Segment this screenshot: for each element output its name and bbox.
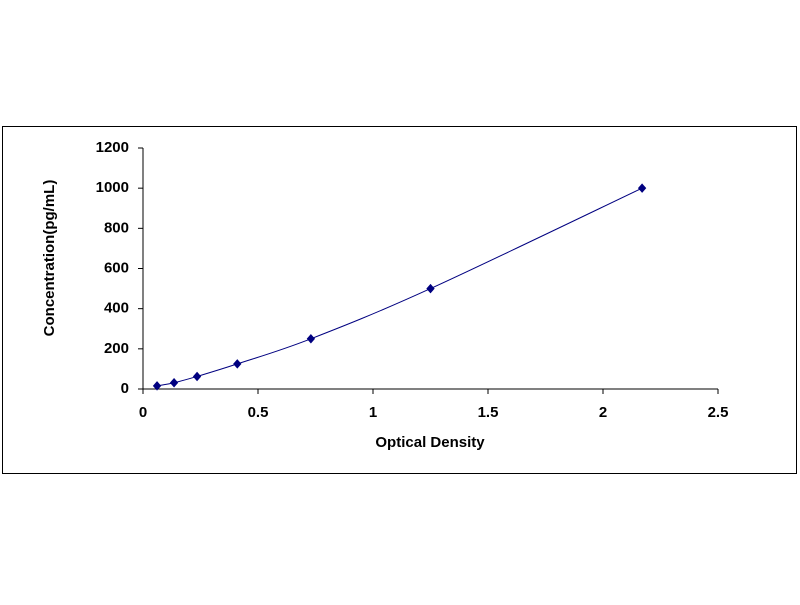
y-tick-label: 1000 [96, 179, 129, 196]
data-point [192, 371, 202, 382]
chart-frame [2, 126, 797, 474]
x-tick-label: 2 [599, 404, 607, 421]
data-point [637, 183, 647, 193]
x-tick-label: 1.5 [478, 404, 499, 421]
x-tick-label: 0 [139, 404, 147, 421]
y-tick-label: 1200 [96, 139, 129, 156]
data-point [169, 377, 179, 388]
x-tick-label: 0.5 [248, 404, 269, 421]
y-tick-label: 600 [104, 259, 129, 276]
data-point [306, 334, 316, 344]
x-axis-label: Optical Density [375, 434, 485, 451]
y-axis-label: Concentration(pg/mL) [41, 180, 58, 337]
data-point [426, 283, 435, 294]
y-tick-label: 400 [104, 300, 129, 317]
y-tick-label: 800 [104, 219, 129, 236]
y-tick-label: 200 [104, 340, 129, 357]
data-point [233, 359, 242, 369]
data-point [152, 381, 162, 391]
x-tick-label: 2.5 [708, 404, 729, 421]
x-tick-label: 1 [369, 404, 377, 421]
y-tick-label: 0 [121, 380, 129, 397]
